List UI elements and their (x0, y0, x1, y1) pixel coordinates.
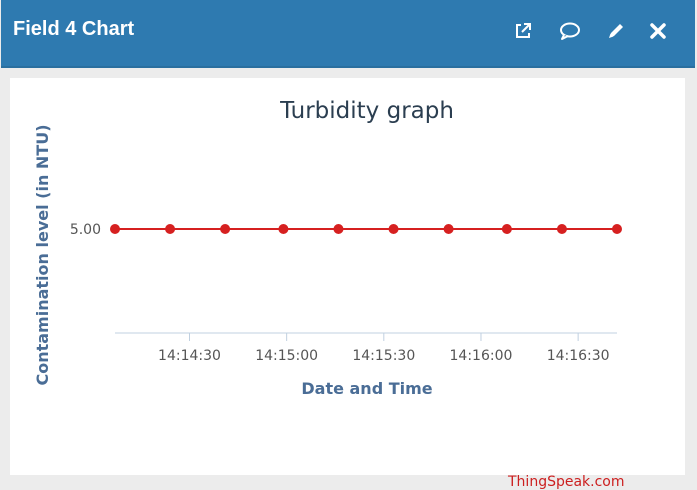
comment-icon[interactable] (558, 19, 582, 43)
data-point[interactable] (278, 224, 289, 234)
data-point[interactable] (110, 224, 120, 234)
y-axis-label: Contamination level (in NTU) (33, 124, 52, 385)
chart-svg: Turbidity graph Contamination level (in … (33, 98, 622, 398)
data-point[interactable] (333, 224, 344, 234)
data-point[interactable] (443, 224, 454, 234)
data-point[interactable] (501, 224, 512, 234)
x-tick-label: 14:16:30 (547, 348, 610, 364)
data-point[interactable] (165, 224, 176, 234)
x-tick-label: 14:16:00 (450, 348, 513, 364)
data-point[interactable] (556, 224, 567, 234)
x-tick-label: 14:15:00 (255, 348, 318, 364)
close-icon[interactable] (646, 19, 670, 43)
external-link-icon[interactable] (511, 19, 535, 43)
x-tick-label: 14:14:30 (158, 348, 221, 364)
window-header: Field 4 Chart (1, 0, 695, 68)
data-point[interactable] (612, 224, 622, 234)
y-tick-label: 5.00 (70, 222, 101, 238)
x-axis-label: Date and Time (301, 379, 432, 398)
thingspeak-link[interactable]: ThingSpeak.com (508, 474, 625, 490)
data-point[interactable] (220, 224, 231, 234)
chart-panel: Turbidity graph Contamination level (in … (10, 78, 685, 490)
window-title: Field 4 Chart (13, 18, 135, 40)
pencil-icon[interactable] (604, 19, 628, 43)
chart-title: Turbidity graph (279, 98, 454, 124)
data-point[interactable] (388, 224, 399, 234)
x-tick-label: 14:15:30 (352, 348, 415, 364)
